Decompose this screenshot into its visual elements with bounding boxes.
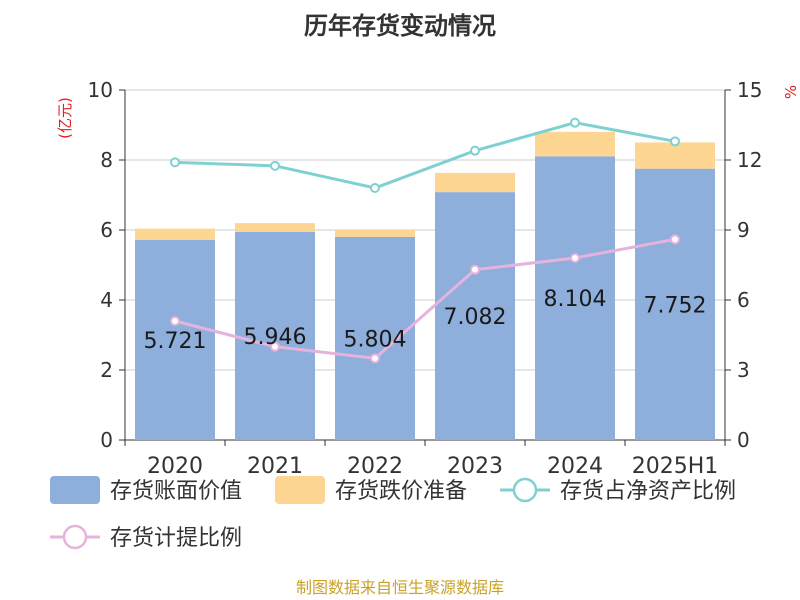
bar-存货账面价值-2024: [535, 156, 615, 441]
bar-存货账面价值-2020: [135, 239, 215, 440]
right-axis-tick-label: 6: [737, 288, 750, 312]
x-axis-ticks: 2020 2021 2022 2023 2024 2025H1: [147, 454, 718, 479]
left-axis-tick-label: 4: [100, 288, 113, 312]
point-存货占净资产比例-2024: [570, 117, 580, 128]
x-axis-tick-label: 2020: [147, 454, 203, 479]
point-存货占净资产比例-2021: [270, 160, 280, 171]
legend-swatch-存货跌价准备: [275, 476, 325, 504]
bar-存货账面价值-2025H1: [635, 168, 715, 440]
bar-存货跌价准备-2020: [135, 228, 215, 240]
source-note: 制图数据来自恒生聚源数据库: [296, 578, 504, 597]
left-axis-tick-label: 2: [100, 358, 113, 382]
x-axis-tick-label: 2023: [447, 454, 503, 479]
point-存货计提比例-2020: [170, 316, 180, 326]
axes: 0 2 4 6 8 10 0 3 6 9 12 15: [88, 78, 763, 452]
data-label: 7.752: [644, 293, 707, 318]
line-存货占净资产比例: [174, 121, 676, 190]
right-axis-tick-label: 3: [737, 358, 750, 382]
bar-存货跌价准备-2023: [435, 172, 515, 193]
legend-label: 存货跌价准备: [335, 479, 467, 504]
left-axis-tick-label: 6: [100, 218, 113, 242]
left-axis-tick-label: 8: [100, 148, 113, 172]
left-axis-tick-label: 10: [88, 78, 113, 102]
left-axis-tick-label: 0: [100, 428, 113, 452]
legend-label: 存货账面价值: [110, 479, 242, 504]
line-存货计提比例: [174, 237, 676, 360]
point-存货计提比例-2024: [570, 253, 580, 263]
right-axis-tick-label: 9: [737, 218, 750, 242]
grid: [125, 89, 725, 371]
bar-存货跌价准备-2025H1: [635, 142, 715, 169]
legend-label: 存货占净资产比例: [560, 479, 736, 504]
legend-marker-存货计提比例: [62, 524, 88, 550]
right-axis-tick-label: 0: [737, 428, 750, 452]
point-存货计提比例-2025H1: [670, 234, 680, 245]
bar-存货账面价值-2023: [435, 192, 515, 440]
bars: [135, 131, 715, 441]
point-存货占净资产比例-2022: [370, 183, 380, 193]
left-axis-unit: (亿元): [56, 97, 74, 139]
data-label: 5.946: [244, 325, 307, 350]
x-axis-tick-label: 2022: [347, 454, 403, 479]
point-存货占净资产比例-2020: [170, 157, 180, 168]
lines: [170, 117, 680, 364]
right-axis-unit: %: [782, 85, 800, 99]
right-axis-tick-label: 15: [737, 78, 762, 102]
point-存货计提比例-2021: [270, 341, 280, 352]
point-存货占净资产比例-2023: [470, 145, 480, 156]
legend-marker-存货占净资产比例: [512, 477, 538, 503]
x-axis-tick-label: 2025H1: [632, 454, 719, 479]
data-labels: 5.721 5.946 5.804 7.082 8.104 7.752: [144, 287, 707, 354]
bar-存货账面价值-2022: [335, 236, 415, 440]
right-axis-tick-label: 12: [737, 148, 762, 172]
data-label: 8.104: [544, 287, 607, 312]
legend-label: 存货计提比例: [110, 526, 242, 551]
point-存货计提比例-2023: [470, 264, 480, 275]
point-存货计提比例-2022: [370, 353, 380, 364]
point-存货占净资产比例-2025H1: [670, 136, 680, 147]
data-label: 7.082: [444, 305, 507, 330]
bar-存货跌价准备-2022: [335, 229, 415, 237]
bar-存货账面价值-2021: [235, 231, 315, 440]
bar-存货跌价准备-2021: [235, 223, 315, 232]
bar-存货跌价准备-2024: [535, 131, 615, 157]
legend-swatch-存货账面价值: [50, 476, 100, 504]
data-label: 5.721: [144, 329, 207, 354]
chart-title: 历年存货变动情况: [304, 12, 496, 40]
x-axis-tick-label: 2021: [247, 454, 303, 479]
data-label: 5.804: [344, 327, 407, 352]
x-axis-tick-label: 2024: [547, 454, 603, 479]
